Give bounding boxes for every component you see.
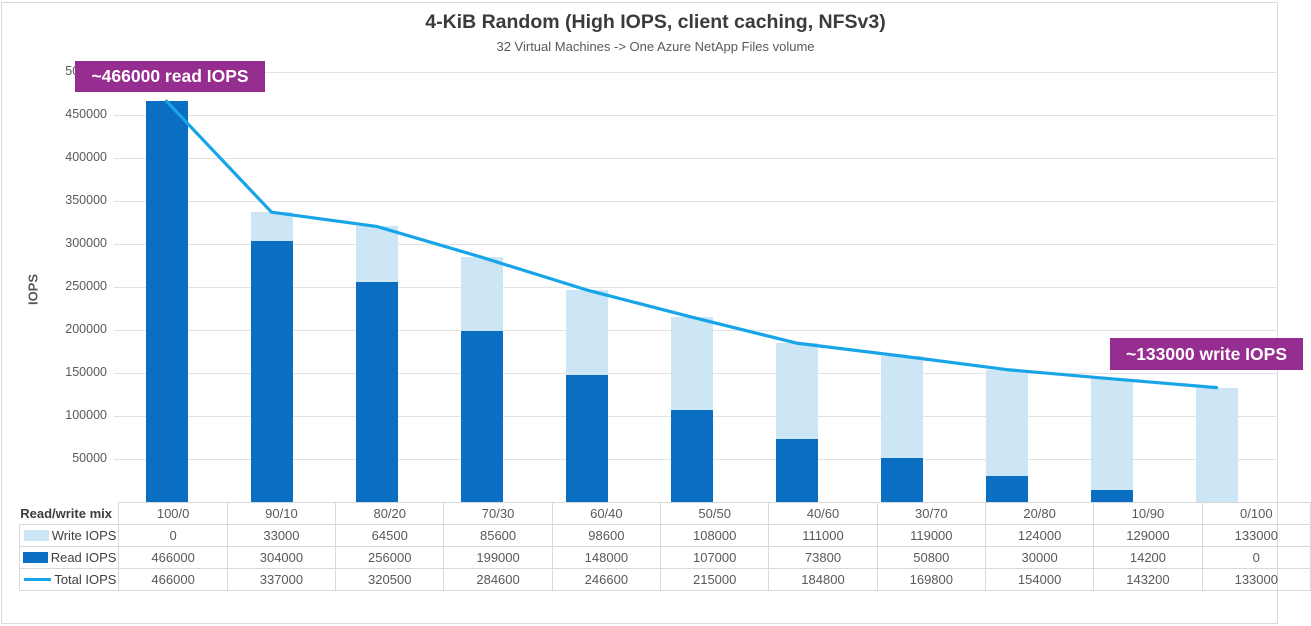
series-label-cell: Write IOPS	[18, 524, 120, 547]
value-cell: 256000	[335, 546, 445, 569]
bar-write-segment	[670, 317, 713, 410]
value-cell: 64500	[335, 524, 445, 547]
bar-write-segment	[985, 369, 1028, 477]
table-header-label: Read/write mix	[20, 506, 112, 521]
bar-read-segment	[670, 409, 713, 502]
table-row: Total IOPS 466000 337000 320500 284600 246600…	[18, 568, 1311, 591]
value-cell: 184800	[768, 568, 878, 591]
value-cell: 50800	[876, 546, 986, 569]
value-cell: 129000	[1093, 524, 1203, 547]
bar-read-segment	[775, 438, 818, 502]
bar-write-segment	[1090, 378, 1133, 490]
value-cell: 133000	[1201, 524, 1311, 547]
value-cell: 0	[1201, 546, 1311, 569]
bar-read-segment	[1090, 489, 1133, 502]
chart-subtitle: 32 Virtual Machines -> One Azure NetApp …	[496, 39, 815, 54]
legend-bar-swatch	[23, 530, 49, 541]
value-cell: 215000	[660, 568, 770, 591]
value-cell: 133000	[1201, 568, 1311, 591]
value-cell: 0	[118, 524, 228, 547]
value-cell: 169800	[876, 568, 986, 591]
gridline	[114, 72, 1278, 73]
series-label: Total IOPS	[54, 572, 117, 587]
category-cell: 20/80	[984, 502, 1095, 525]
y-tick-label: 450000	[65, 107, 107, 121]
bar-write-segment	[460, 257, 503, 331]
y-tick-label: 300000	[65, 236, 107, 250]
gridline	[114, 201, 1278, 202]
bar-write-segment	[250, 212, 293, 241]
data-table: 100/0 90/10 80/20 70/30 60/40 50/50 40/60 30/70…	[18, 502, 1311, 591]
category-cell: 40/60	[768, 502, 878, 525]
value-cell: 320500	[335, 568, 445, 591]
value-cell: 154000	[984, 568, 1095, 591]
value-cell: 284600	[443, 568, 553, 591]
category-cell: 30/70	[876, 502, 986, 525]
value-cell: 466000	[118, 546, 228, 569]
legend-line-swatch	[24, 578, 52, 581]
value-cell: 33000	[226, 524, 337, 547]
category-cell: 70/30	[443, 502, 553, 525]
gridline	[114, 158, 1278, 159]
y-tick-label: 100000	[65, 408, 107, 422]
legend-bar-swatch	[22, 552, 48, 563]
value-cell: 73800	[768, 546, 878, 569]
value-cell: 119000	[876, 524, 986, 547]
y-tick-label: 350000	[65, 193, 107, 207]
value-cell: 466000	[118, 568, 228, 591]
series-label-cell: Read IOPS	[18, 546, 120, 569]
series-label: Write IOPS	[51, 528, 117, 543]
chart-frame-border	[1, 2, 1278, 624]
value-cell: 14200	[1093, 546, 1203, 569]
bar-read-segment	[145, 101, 188, 502]
bar-write-segment	[355, 226, 398, 282]
category-cell: 0/100	[1201, 502, 1311, 525]
value-cell: 148000	[551, 546, 662, 569]
value-cell: 337000	[226, 568, 337, 591]
category-cell: 50/50	[660, 502, 770, 525]
value-cell: 108000	[660, 524, 770, 547]
y-tick-label: 200000	[65, 322, 107, 336]
y-tick-label: 50000	[72, 451, 107, 465]
bar-read-segment	[355, 281, 398, 502]
bar-read-segment	[565, 374, 608, 502]
value-cell: 85600	[443, 524, 553, 547]
bar-write-segment	[880, 355, 923, 459]
bar-write-segment	[565, 289, 608, 375]
bar-read-segment	[985, 476, 1028, 502]
table-header-blank-cell	[20, 503, 119, 525]
bar-write-segment	[775, 343, 818, 439]
value-cell: 111000	[768, 524, 878, 547]
value-cell: 246600	[551, 568, 662, 591]
value-cell: 107000	[660, 546, 770, 569]
table-header-row: 100/0 90/10 80/20 70/30 60/40 50/50 40/60 30/70…	[20, 502, 1311, 525]
value-cell: 143200	[1093, 568, 1203, 591]
table-row: Read IOPS 466000 304000 256000 199000 148000 1…	[18, 546, 1311, 569]
y-tick-label: 400000	[65, 150, 107, 164]
read-peak-annotation: ~466000 read IOPS	[75, 61, 265, 92]
bar-read-segment	[460, 330, 503, 502]
category-cell: 80/20	[335, 502, 445, 525]
table-row: Write IOPS 0 33000 64500 85600 98600 108000 111…	[18, 524, 1311, 547]
category-cell: 10/90	[1093, 502, 1203, 525]
category-cell: 100/0	[118, 502, 228, 525]
bar-read-segment	[250, 240, 293, 502]
y-tick-label: 250000	[65, 279, 107, 293]
gridline	[114, 115, 1278, 116]
series-label-cell: Total IOPS	[18, 568, 120, 591]
value-cell: 124000	[984, 524, 1095, 547]
value-cell: 304000	[226, 546, 337, 569]
category-cell: 90/10	[226, 502, 337, 525]
value-cell: 98600	[551, 524, 662, 547]
value-cell: 199000	[443, 546, 553, 569]
value-cell: 30000	[984, 546, 1095, 569]
write-peak-annotation: ~133000 write IOPS	[1110, 338, 1303, 370]
chart-title: 4-KiB Random (High IOPS, client caching,…	[425, 11, 886, 33]
category-cell: 60/40	[551, 502, 662, 525]
bar-write-segment	[1195, 387, 1238, 502]
series-label: Read IOPS	[50, 550, 117, 565]
bar-read-segment	[880, 458, 923, 502]
y-tick-label: 150000	[65, 365, 107, 379]
